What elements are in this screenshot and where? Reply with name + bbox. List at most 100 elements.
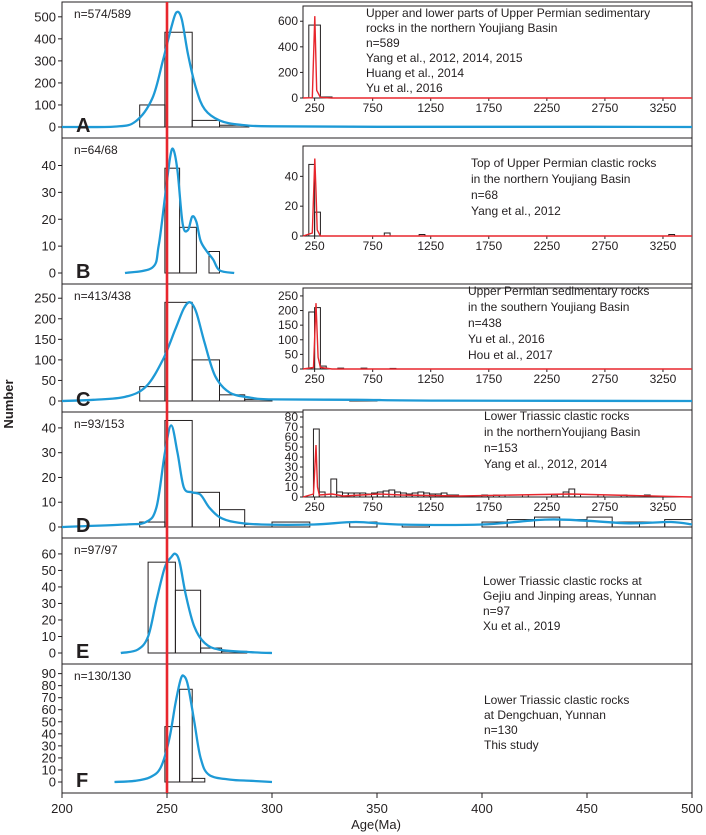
inset-x-tick-label: 250 (305, 372, 325, 386)
sample-description-line: This study (484, 738, 539, 752)
y-tick-label: 30 (42, 445, 56, 460)
y-tick-label: 40 (42, 579, 56, 594)
sample-description-line: in the northern Youjiang Basin (471, 172, 630, 186)
panel-count-label: n=413/438 (74, 289, 131, 303)
inset-x-tick-label: 3250 (650, 372, 677, 386)
panel-count-label: n=97/97 (74, 543, 118, 557)
panel-count-label: n=93/153 (74, 417, 125, 431)
inset-x-tick-label: 2750 (592, 239, 619, 253)
y-tick-label: 50 (42, 563, 56, 578)
y-tick-label: 30 (42, 738, 56, 753)
histogram-bar (179, 688, 193, 783)
inset-x-tick-label: 750 (363, 101, 383, 115)
inset-x-tick-label: 3250 (650, 239, 677, 253)
inset-x-tick-label: 3250 (650, 101, 677, 115)
histogram-bar (191, 359, 220, 402)
y-tick-label: 40 (42, 726, 56, 741)
sample-description-line: Yu et al., 2016 (468, 332, 545, 346)
sample-description-line: Gejiu and Jinping areas, Yunnan (483, 589, 656, 603)
inset-y-tick-label: 0 (291, 362, 298, 376)
inset-x-tick-label: 250 (305, 500, 325, 514)
y-tick-label: 100 (34, 97, 56, 112)
sample-description-line: Upper and lower parts of Upper Permian s… (366, 6, 650, 20)
inset-y-tick-label: 20 (285, 470, 299, 484)
y-tick-label: 70 (42, 690, 56, 705)
y-tick-label: 0 (49, 394, 56, 409)
sample-description-line: n=589 (366, 36, 400, 50)
y-tick-label: 10 (42, 495, 56, 510)
y-tick-label: 100 (34, 352, 56, 367)
inset-kde-curve (302, 158, 692, 237)
inset-panel-A: 0 200 400 600 250 750 1250 1750 2250 2750 3250 (278, 5, 693, 115)
histogram-bar (139, 104, 166, 128)
inset-y-tick-label: 0 (291, 91, 298, 105)
sample-description-line: n=68 (471, 188, 498, 202)
y-tick-label: 200 (34, 311, 56, 326)
x-axis-label: Age(Ma) (351, 817, 401, 832)
inset-x-tick-label: 1250 (417, 239, 444, 253)
inset-y-tick-label: 600 (278, 14, 298, 28)
inset-x-tick-label: 250 (305, 101, 325, 115)
panel-B: 0 10 20 30 40 n=64/68 B 0 20 40 250 750 1250 1750 2250… (42, 137, 693, 285)
y-tick-label: 0 (49, 520, 56, 535)
inset-x-tick-label: 1750 (475, 239, 502, 253)
histogram-bar (664, 519, 693, 528)
kde-curve (120, 552, 273, 655)
inset-x-tick-label: 250 (305, 239, 325, 253)
inset-x-tick-label: 2250 (533, 372, 560, 386)
histogram-bar (164, 31, 193, 128)
sample-description-line: n=130 (484, 723, 518, 737)
inset-x-tick-label: 2250 (533, 500, 560, 514)
panel-count-label: n=64/68 (74, 143, 118, 157)
inset-kde-curve (302, 303, 692, 370)
inset-y-tick-label: 200 (278, 304, 298, 318)
histogram-bar (179, 226, 197, 274)
inset-y-tick-label: 200 (278, 65, 298, 79)
y-tick-label: 0 (49, 775, 56, 790)
inset-x-tick-label: 2250 (533, 101, 560, 115)
sample-description-line: n=438 (468, 316, 502, 330)
inset-x-tick-label: 2750 (592, 500, 619, 514)
sample-description-line: Upper Permian sedimentary rocks (468, 284, 649, 298)
kde-curve (61, 10, 693, 129)
panel-A: 0 100 200 300 400 500 n=574/589 A 0 200 400 600 250 7… (34, 1, 693, 139)
y-tick-label: 400 (34, 31, 56, 46)
y-axis-label: Number (1, 379, 16, 428)
inset-histogram-bar (308, 163, 316, 237)
inset-y-tick-label: 20 (285, 199, 299, 213)
inset-y-tick-label: 50 (285, 440, 299, 454)
histogram-bar (191, 777, 206, 783)
inset-frame (302, 409, 693, 498)
sample-description-line: Hou et al., 2017 (468, 348, 553, 362)
sample-description-line: Yang et al., 2012, 2014, 2015 (366, 51, 523, 65)
sample-description-line: Lower Triassic clastic rocks (484, 693, 629, 707)
y-tick-label: 0 (49, 266, 56, 281)
kde-curve (114, 674, 273, 784)
inset-y-tick-label: 50 (285, 347, 299, 361)
kde-curve (124, 147, 235, 275)
panel-count-label: n=574/589 (74, 7, 131, 21)
sample-description-line: Lower Triassic clastic rocks (484, 409, 629, 423)
panel-letter: F (76, 770, 88, 792)
panel-count-label: n=130/130 (74, 669, 131, 683)
sample-description-line: Yu et al., 2016 (366, 81, 443, 95)
x-tick-label: 200 (51, 801, 73, 816)
y-tick-label: 20 (42, 612, 56, 627)
sample-description-line: Yang et al., 2012, 2014 (484, 457, 608, 471)
x-tick-label: 500 (681, 801, 703, 816)
inset-x-tick-label: 2750 (592, 372, 619, 386)
x-tick-label: 250 (156, 801, 178, 816)
inset-panel-B: 0 20 40 250 750 1250 1750 2250 2750 3250 (285, 145, 693, 253)
sample-description-line: n=153 (484, 441, 518, 455)
panel-letter: D (76, 515, 90, 537)
kde-curve (61, 424, 693, 529)
inset-frame (302, 145, 693, 237)
sample-description-line: Top of Upper Permian clastic rocks (471, 156, 656, 170)
y-tick-label: 40 (42, 420, 56, 435)
